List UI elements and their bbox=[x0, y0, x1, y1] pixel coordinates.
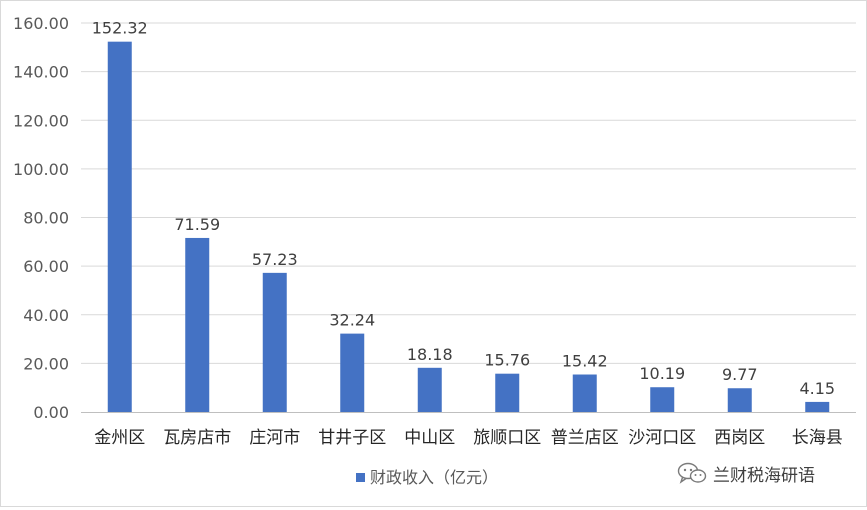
y-tick-label: 160.00 bbox=[13, 14, 69, 33]
x-tick-label: 中山区 bbox=[404, 428, 455, 448]
data-label: 57.23 bbox=[252, 250, 298, 269]
x-tick-label: 长海县 bbox=[792, 428, 843, 448]
x-tick-label: 旅顺口区 bbox=[473, 428, 541, 448]
data-label: 15.76 bbox=[484, 351, 530, 370]
bar bbox=[650, 387, 675, 412]
x-tick-label: 庄河市 bbox=[249, 428, 300, 448]
x-tick-label: 西岗区 bbox=[714, 428, 765, 448]
y-tick-label: 100.00 bbox=[13, 160, 69, 179]
x-tick-label: 瓦房店市 bbox=[163, 428, 231, 448]
legend-swatch bbox=[356, 473, 365, 482]
y-tick-label: 40.00 bbox=[23, 306, 69, 325]
bar bbox=[340, 333, 365, 412]
x-tick-label: 甘井子区 bbox=[318, 428, 386, 448]
data-label: 18.18 bbox=[407, 345, 453, 364]
watermark: 兰财税海研语 bbox=[677, 460, 815, 486]
bars bbox=[107, 41, 830, 413]
bar bbox=[185, 237, 210, 412]
legend: 财政收入（亿元） bbox=[356, 468, 498, 487]
bar bbox=[805, 401, 830, 412]
data-label: 71.59 bbox=[174, 215, 220, 234]
x-axis-ticks: 金州区 瓦房店市 庄河市 甘井子区 中山区 旅顺口区 普兰店区 沙河口区 西岗区 长海县 bbox=[94, 428, 843, 448]
data-labels: 152.32 71.59 57.23 32.24 18.18 15.76 15.42 10.1… bbox=[92, 19, 835, 398]
bar bbox=[107, 41, 132, 413]
data-label: 32.24 bbox=[329, 311, 375, 330]
watermark-text: 兰财税海研语 bbox=[713, 465, 815, 486]
data-label: 4.15 bbox=[799, 379, 835, 398]
data-label: 9.77 bbox=[722, 365, 758, 384]
wechat-icon bbox=[677, 462, 707, 484]
bar bbox=[417, 367, 442, 412]
y-tick-label: 120.00 bbox=[13, 111, 69, 130]
bar bbox=[572, 374, 597, 412]
legend-label: 财政收入（亿元） bbox=[370, 468, 498, 487]
y-tick-label: 140.00 bbox=[13, 63, 69, 82]
data-label: 10.19 bbox=[639, 364, 685, 383]
x-tick-label: 普兰店区 bbox=[551, 428, 619, 448]
y-tick-label: 80.00 bbox=[23, 209, 69, 228]
data-label: 15.42 bbox=[562, 352, 608, 371]
y-tick-label: 60.00 bbox=[23, 257, 69, 276]
y-axis-ticks: 0.00 20.00 40.00 60.00 80.00 100.00 120.00 140.… bbox=[13, 14, 69, 422]
bar bbox=[495, 373, 520, 412]
data-label: 152.32 bbox=[92, 19, 148, 38]
y-tick-label: 0.00 bbox=[33, 403, 69, 422]
y-tick-label: 20.00 bbox=[23, 354, 69, 373]
x-tick-label: 沙河口区 bbox=[628, 428, 696, 448]
bar bbox=[262, 272, 287, 412]
bar bbox=[727, 388, 752, 412]
gridlines bbox=[81, 22, 856, 364]
x-tick-label: 金州区 bbox=[94, 428, 145, 448]
